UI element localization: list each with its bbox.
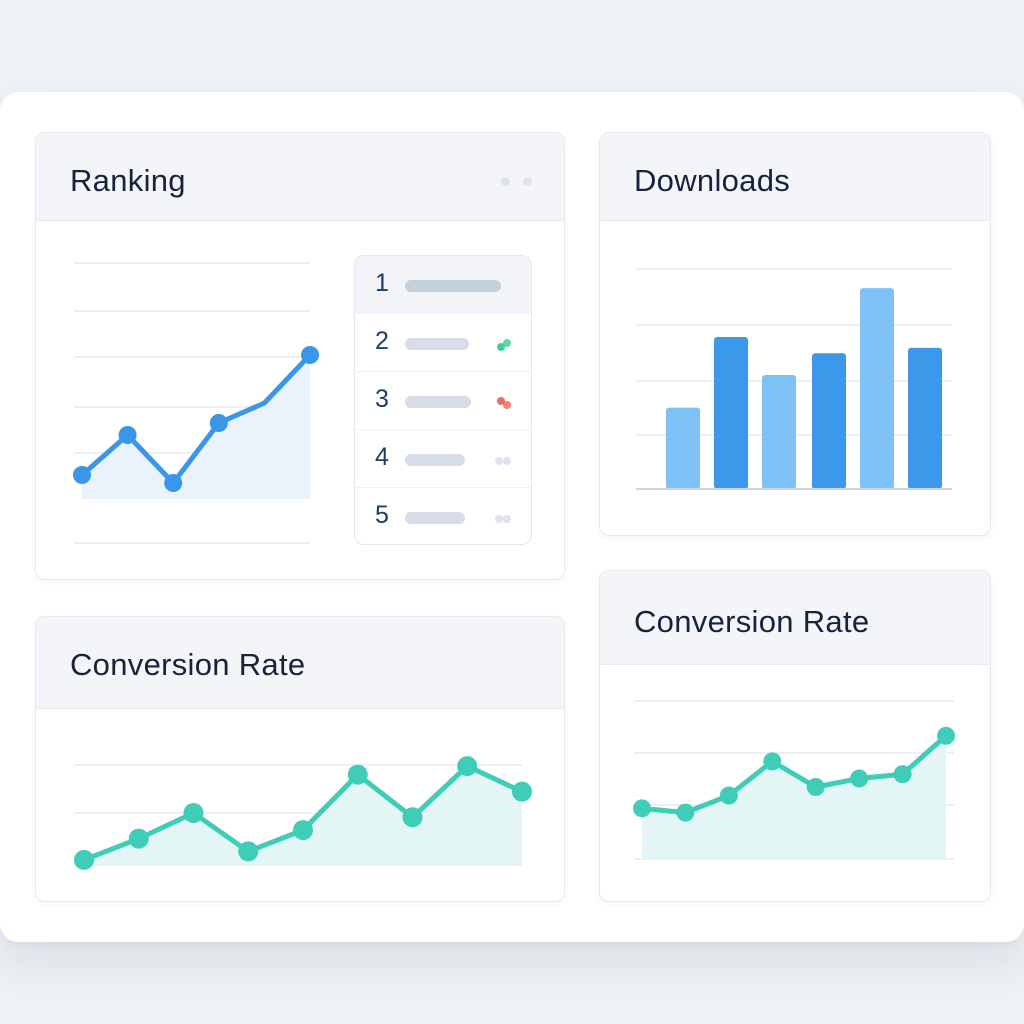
list-item[interactable]: 3 <box>355 372 531 430</box>
bar <box>812 353 846 489</box>
list-item[interactable]: 4 <box>355 430 531 488</box>
data-point <box>937 726 955 745</box>
data-point <box>676 803 695 822</box>
bar <box>666 407 700 489</box>
bar <box>908 347 942 489</box>
trend-up-icon <box>493 339 513 351</box>
conversion-rate-left-chart <box>74 756 532 870</box>
downloads-bar-chart <box>636 268 952 490</box>
data-point <box>293 820 313 841</box>
conversion-rate-right-title: Conversion Rate <box>634 604 870 639</box>
bar <box>714 337 748 489</box>
rank-placeholder-bar <box>405 280 501 292</box>
rank-placeholder-bar <box>405 396 471 408</box>
trend-neutral-icon <box>493 513 513 525</box>
data-point <box>402 807 423 828</box>
rank-number: 2 <box>375 327 389 355</box>
conversion-rate-right-chart <box>633 700 955 860</box>
rank-number: 1 <box>375 269 389 297</box>
data-point <box>850 769 869 788</box>
data-point <box>719 786 738 805</box>
data-point <box>633 799 651 818</box>
data-point <box>301 346 319 364</box>
rank-number: 5 <box>375 501 389 529</box>
dashboard-board: Ranking 1 2 3 <box>0 92 1024 942</box>
downloads-title: Downloads <box>634 163 791 198</box>
data-point <box>347 764 368 785</box>
ranking-card-header: Ranking <box>36 133 564 221</box>
conversion-rate-left-title: Conversion Rate <box>70 647 306 682</box>
data-point <box>164 474 183 492</box>
data-point <box>457 756 478 777</box>
series-area <box>84 766 522 866</box>
data-point <box>806 778 825 796</box>
conversion-rate-card-left: Conversion Rate <box>35 616 565 902</box>
series-area <box>82 355 310 499</box>
bar <box>860 288 894 489</box>
conversion-rate-right-header: Conversion Rate <box>600 571 990 665</box>
list-item[interactable]: 2 <box>355 314 531 372</box>
bar <box>762 375 796 489</box>
data-point <box>893 765 912 784</box>
list-item[interactable]: 5 <box>355 488 531 544</box>
trend-down-icon <box>493 397 513 409</box>
data-point <box>512 781 532 802</box>
rank-placeholder-bar <box>405 454 465 466</box>
conversion-rate-left-header: Conversion Rate <box>36 617 564 709</box>
ranking-title: Ranking <box>70 163 186 198</box>
list-item[interactable]: 1 <box>355 256 531 314</box>
rank-placeholder-bar <box>405 338 469 350</box>
more-options-icon[interactable] <box>488 173 532 191</box>
data-point <box>763 752 782 771</box>
data-point <box>183 803 204 823</box>
downloads-card-header: Downloads <box>600 133 990 221</box>
conversion-rate-card-right: Conversion Rate <box>599 570 991 902</box>
rank-number: 4 <box>375 443 389 471</box>
data-point <box>128 828 149 849</box>
series-line <box>79 352 313 486</box>
rank-number: 3 <box>375 385 389 413</box>
series-area <box>642 735 946 859</box>
downloads-card: Downloads <box>599 132 991 536</box>
rank-placeholder-bar <box>405 512 465 524</box>
data-point <box>238 841 259 862</box>
ranking-card: Ranking 1 2 3 <box>35 132 565 580</box>
data-point <box>118 426 137 444</box>
data-point <box>74 849 94 870</box>
data-point <box>73 466 91 484</box>
trend-neutral-icon <box>493 455 513 467</box>
ranking-list: 1 2 3 4 <box>354 255 532 545</box>
ranking-line-chart <box>73 262 319 544</box>
data-point <box>209 414 228 432</box>
